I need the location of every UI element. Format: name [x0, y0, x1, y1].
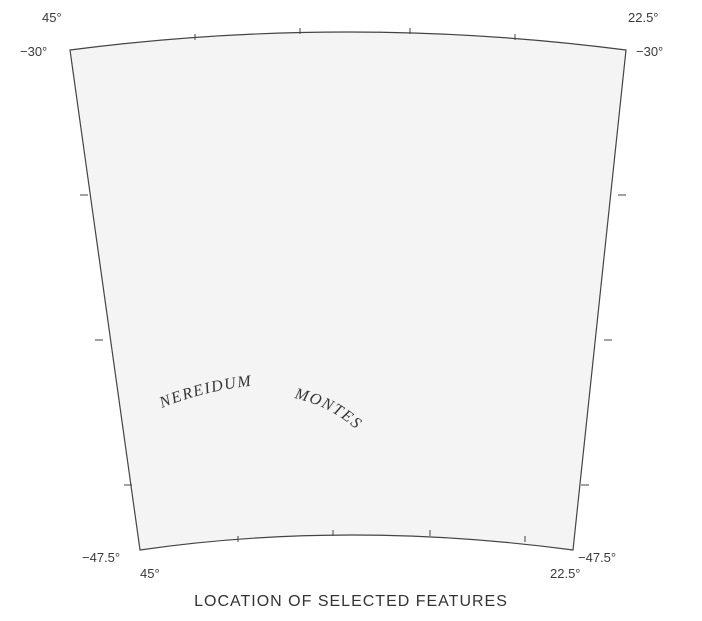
bottom-left-lat-label: −47.5°: [82, 550, 120, 565]
bottom-right-lat-label: −47.5°: [578, 550, 616, 565]
top-left-lon-label: 45°: [42, 10, 62, 25]
bottom-left-lon-label: 45°: [140, 566, 160, 581]
top-right-lat-label: −30°: [636, 44, 663, 59]
map-quadrangle: [69, 31, 627, 551]
bottom-right-lon-label: 22.5°: [550, 566, 581, 581]
top-right-lon-label: 22.5°: [628, 10, 659, 25]
top-left-lat-label: −30°: [20, 44, 47, 59]
map-caption: LOCATION OF SELECTED FEATURES: [194, 593, 508, 610]
tick-marks: [80, 28, 626, 542]
